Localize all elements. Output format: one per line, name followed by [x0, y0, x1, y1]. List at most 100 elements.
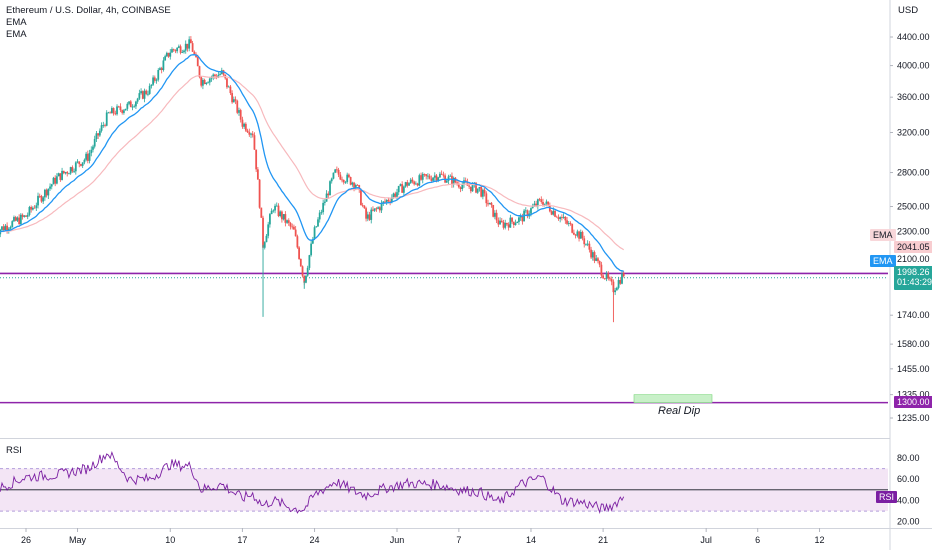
time-label-10: 6 [755, 535, 760, 545]
time-label-6: 7 [456, 535, 461, 545]
candle-body [610, 279, 613, 282]
candle-body [354, 184, 357, 188]
candle-body [530, 208, 532, 214]
candle-body [61, 170, 63, 180]
candle-body [559, 217, 562, 219]
candle-body [590, 249, 592, 258]
candle-body [330, 178, 333, 182]
rsi-title[interactable]: RSI [6, 445, 22, 456]
candle-body [506, 222, 508, 225]
candle-body [492, 204, 495, 217]
price-tick-label-4: 2800.00 [897, 168, 930, 178]
candle-body [232, 99, 235, 103]
candle-body [322, 202, 325, 213]
price-tick-label-0: 4400.00 [897, 32, 930, 42]
current-price-tag: 1998.26 01:43:29 [894, 266, 932, 290]
candle-body [202, 79, 204, 86]
candle-body [184, 43, 187, 51]
time-label-3: 17 [237, 535, 247, 545]
candle-body [554, 210, 556, 217]
time-label-2: 10 [165, 535, 175, 545]
candle-body [256, 169, 259, 180]
candle-body [69, 167, 72, 174]
candle-body [545, 201, 548, 204]
candle-body [176, 47, 179, 52]
candle-body [507, 224, 510, 228]
candle-body [469, 186, 472, 192]
candle-body [621, 273, 623, 284]
candle-body [26, 214, 29, 217]
candle-body [595, 258, 598, 261]
candle-body [68, 173, 70, 175]
candle-body [40, 196, 43, 202]
candle-body [4, 225, 7, 231]
candle-body [152, 77, 155, 85]
candle-body [1, 226, 3, 230]
candle-body [385, 199, 388, 203]
candle-body [323, 201, 326, 203]
time-label-9: Jul [700, 535, 712, 545]
candle-body [579, 231, 582, 239]
ema-value-tag: 2041.05 [894, 241, 932, 253]
candle-body [378, 207, 381, 211]
rsi-tick-label-1: 60.00 [897, 474, 920, 484]
candle-body [401, 184, 404, 193]
candle-body [427, 175, 429, 177]
candle-body [57, 173, 60, 177]
candle-body [305, 275, 307, 283]
candle-body [433, 175, 436, 178]
candle-body [603, 278, 606, 280]
candle-body [306, 267, 309, 276]
candle-body [363, 205, 366, 209]
candle-body [116, 106, 118, 115]
candle-body [19, 214, 22, 225]
candle-body [253, 135, 256, 150]
candle-body [281, 211, 283, 220]
candle-body [214, 74, 216, 77]
ema-slow-line [0, 75, 625, 251]
candle-body [109, 112, 112, 114]
symbol-title[interactable]: Ethereum / U.S. Dollar, 4h, COINBASE [6, 5, 171, 16]
candle-body [562, 216, 565, 218]
candle-body [488, 202, 491, 205]
candle-body [459, 187, 462, 190]
candle-body [511, 217, 513, 222]
candle-body [598, 261, 601, 265]
candle-body [344, 181, 347, 183]
candle-body [418, 175, 421, 186]
candle-body [9, 227, 12, 229]
candle-body [497, 220, 500, 225]
real-dip-annotation[interactable]: Real Dip [658, 405, 701, 417]
candle-body [519, 215, 522, 218]
candle-body [133, 106, 136, 108]
candle-body [456, 182, 459, 184]
candle-body [227, 86, 230, 88]
candle-body [177, 46, 180, 48]
candle-body [318, 212, 321, 220]
time-label-7: 14 [526, 535, 536, 545]
candle-body [80, 164, 82, 166]
candle-body [203, 79, 206, 84]
candle-body [189, 39, 192, 44]
candle-body [181, 52, 184, 53]
candle-body [93, 139, 96, 147]
candle-body [157, 69, 160, 80]
candle-body [557, 217, 560, 219]
currency-label[interactable]: USD [898, 5, 919, 16]
candle-body [609, 278, 611, 280]
candle-body [375, 208, 378, 210]
ema-legend-2[interactable]: EMA [6, 29, 27, 40]
ema-legend-1[interactable]: EMA [6, 17, 27, 28]
price-tick-label-3: 3200.00 [897, 127, 930, 137]
candle-body [442, 174, 445, 176]
candle-body [377, 207, 380, 209]
candle-body [548, 205, 551, 212]
candle-body [98, 130, 101, 136]
candle-body [461, 184, 464, 190]
candle-body [62, 170, 65, 174]
candle-body [334, 169, 337, 173]
level-1300-tag: 1300.00 [894, 396, 932, 408]
candle-body [353, 182, 355, 188]
